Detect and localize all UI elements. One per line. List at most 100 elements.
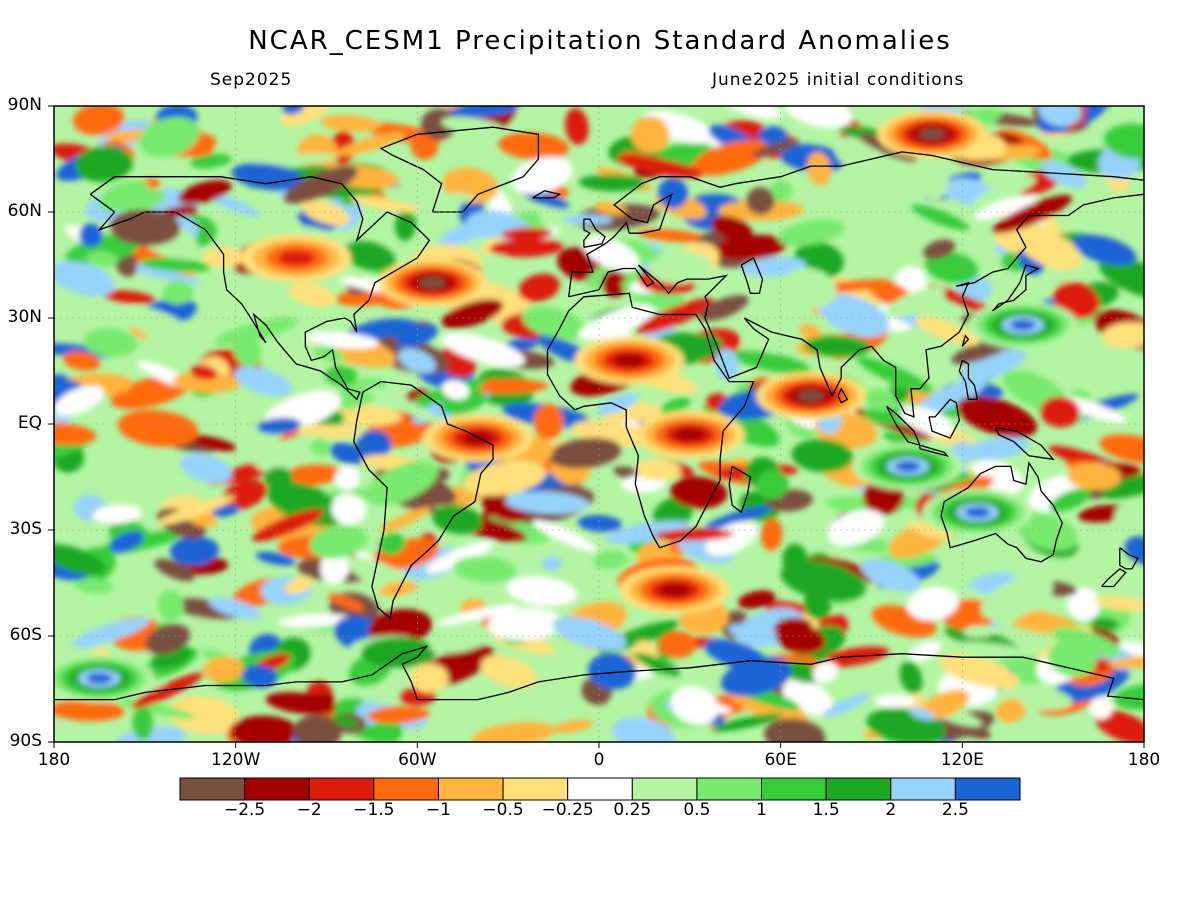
lon-label: 60W (398, 750, 437, 770)
anomaly-cell (378, 532, 406, 555)
anomaly-cell (167, 695, 240, 735)
anomaly-cell (293, 714, 342, 742)
coastline-segment (728, 465, 752, 514)
anomaly-cell (277, 613, 352, 628)
lon-label: 120E (940, 750, 984, 770)
anomaly-cell (915, 378, 987, 416)
anomaly-cell (1016, 228, 1082, 271)
anomaly-cell (670, 685, 719, 725)
anomaly-cell (232, 332, 261, 368)
coastline-segment (919, 444, 950, 457)
anomaly-cell (441, 380, 470, 400)
lat-label: EQ (17, 413, 42, 433)
anomaly-cell (506, 576, 577, 607)
anomaly-cell (860, 558, 921, 592)
anomaly-cell (920, 689, 970, 720)
axis-ticks (48, 105, 1145, 748)
anomaly-cell (119, 262, 201, 285)
anomaly-cell (203, 656, 245, 683)
anomaly-cell (818, 293, 890, 338)
anomaly-cell (231, 163, 305, 191)
coastline-segment (532, 190, 562, 199)
anomaly-cell (738, 590, 776, 609)
colorbar-swatch (761, 777, 827, 801)
anomaly-cell (154, 558, 195, 582)
anomaly-cell (959, 349, 1026, 382)
anomaly-cell (379, 580, 418, 597)
coastline-segment (54, 645, 1144, 701)
anomaly-cell (778, 219, 845, 247)
anomaly-cell (604, 520, 691, 544)
colorbar-swatch (244, 777, 310, 801)
anomaly-cell (720, 274, 786, 294)
colorbar-label: 2 (885, 800, 897, 820)
colorbar-label: 0.25 (613, 800, 652, 820)
coastline-segment (568, 264, 729, 305)
anomaly-cell (283, 166, 358, 204)
anomaly-cell (441, 299, 504, 329)
anomaly-cell (909, 707, 935, 721)
anomaly-cell (1106, 654, 1144, 669)
anomaly-cell (611, 717, 675, 742)
anomaly-cell (654, 528, 734, 541)
anomaly-cell (548, 437, 622, 469)
anomaly-cell (1066, 462, 1122, 491)
anomaly-cell (92, 504, 142, 524)
anomaly-cell (541, 556, 563, 571)
anomaly-cell (241, 664, 278, 689)
anomaly-cell (54, 260, 116, 297)
anomaly-cell (172, 371, 240, 393)
anomaly-cell (1090, 617, 1119, 631)
anomaly-cell (780, 560, 866, 602)
anomaly-cell (601, 270, 628, 298)
anomaly-cell (785, 267, 837, 308)
colorbar-label: 1.5 (812, 800, 840, 820)
anomaly-cell (145, 624, 191, 655)
anomaly-cell (54, 385, 104, 417)
lat-label: 90S (9, 731, 42, 751)
anomaly-cell (85, 250, 118, 268)
coastline-segment (568, 151, 1144, 297)
colorbar-label: −2 (296, 800, 322, 820)
anomaly-cell (637, 228, 707, 243)
colorbar-label: −1 (425, 800, 451, 820)
anomaly-cell (111, 697, 196, 719)
anomaly-cell (631, 116, 670, 154)
anomaly-cell (343, 240, 396, 272)
anomaly-cell (337, 132, 406, 156)
anomaly-cell (132, 706, 154, 741)
anomaly-cell (277, 249, 315, 266)
anomaly-cell (518, 273, 560, 302)
anomaly-cell (190, 365, 218, 380)
anomaly-cell (791, 439, 853, 473)
anomaly-cell (746, 187, 775, 215)
anomaly-cell (255, 551, 296, 566)
anomaly-cell (711, 713, 783, 732)
anomaly-cell (964, 437, 1030, 460)
anomaly-cell (453, 555, 517, 583)
anomaly-cell (296, 424, 363, 438)
anomaly-cell (807, 151, 831, 186)
anomaly-cell (1098, 257, 1144, 300)
anomaly-cell (919, 128, 945, 140)
anomaly-cell (532, 519, 597, 552)
anomaly-cell (588, 653, 637, 690)
anomaly-cell (436, 604, 519, 626)
anomaly-cell (498, 132, 570, 160)
anomaly-cell (429, 627, 493, 654)
lat-label: 90N (7, 95, 42, 115)
anomaly-cell (578, 174, 646, 192)
anomaly-cell (72, 617, 150, 648)
anomaly-cell (956, 396, 1038, 438)
anomaly-cell (711, 215, 753, 241)
lon-label: 60E (764, 750, 797, 770)
lon-label: 180 (1127, 750, 1161, 770)
anomaly-cell (432, 504, 483, 535)
anomaly-cell (334, 465, 361, 491)
anomaly-cell (578, 304, 655, 340)
anomaly-cell (812, 661, 838, 683)
anomaly-cell (1053, 281, 1100, 319)
anomaly-cell (764, 718, 827, 742)
colorbar-label: 1 (756, 800, 767, 820)
anomaly-cell (487, 607, 563, 641)
